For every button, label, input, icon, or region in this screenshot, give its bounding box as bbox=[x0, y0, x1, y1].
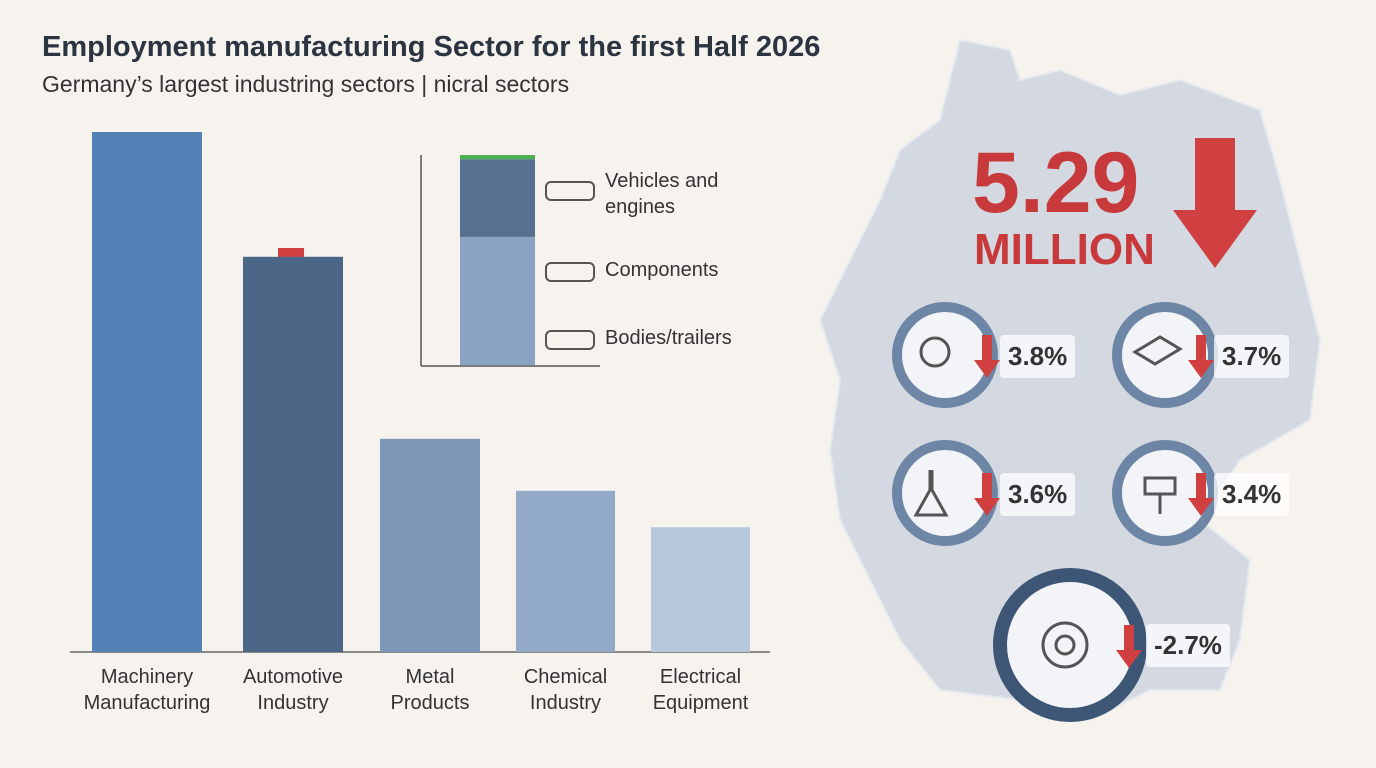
small-arrows bbox=[974, 335, 1214, 668]
ring bbox=[892, 302, 998, 408]
x-tick-label: Chemical Industry bbox=[523, 666, 608, 714]
down-arrow bbox=[1188, 335, 1214, 378]
down-arrow bbox=[974, 473, 1000, 516]
down-arrow bbox=[1173, 138, 1257, 268]
down-arrow bbox=[974, 335, 1000, 378]
x-tick-label: Machinery Manufacturing bbox=[83, 666, 211, 714]
legend-label: Components bbox=[605, 259, 719, 281]
callout-icons bbox=[913, 335, 1183, 669]
roll-icon bbox=[919, 336, 951, 368]
gear-icon bbox=[1041, 621, 1089, 669]
gear-icon bbox=[1054, 634, 1076, 656]
legend-label: Vehicles and engines bbox=[605, 170, 719, 218]
callout-rings bbox=[892, 302, 1218, 722]
x-tick-label: Electrical Equipment bbox=[652, 666, 749, 714]
plug-icon bbox=[1143, 476, 1177, 514]
bar-icon bbox=[1132, 335, 1183, 366]
change-label: 3.6% bbox=[1000, 473, 1076, 516]
chart-subtitle: Germany’s largest industring sectors | n… bbox=[42, 71, 569, 97]
chart-title: Employment manufacturing Sector for the … bbox=[42, 31, 820, 63]
bar bbox=[516, 490, 615, 652]
x-tick-label: Automotive Industry bbox=[242, 666, 344, 714]
down-arrow bbox=[1116, 625, 1142, 668]
legend-swatch bbox=[545, 330, 595, 350]
change-label: 3.8% bbox=[1000, 335, 1076, 378]
bar bbox=[243, 256, 343, 652]
stack-segment bbox=[460, 159, 535, 237]
down-arrow bbox=[1188, 473, 1214, 516]
bar bbox=[651, 527, 750, 652]
change-label: -2.7% bbox=[1146, 624, 1230, 667]
bar bbox=[380, 438, 480, 652]
ring bbox=[892, 440, 998, 546]
change-label: 3.7% bbox=[1214, 335, 1290, 378]
stack-segment bbox=[460, 155, 535, 160]
legend-swatch bbox=[545, 262, 595, 282]
change-label: 3.4% bbox=[1214, 473, 1290, 516]
ring bbox=[993, 568, 1147, 722]
x-tick-label: Metal Products bbox=[390, 666, 470, 714]
stack-segment bbox=[460, 236, 535, 365]
legend-label: Bodies/trailers bbox=[605, 327, 732, 349]
flask-icon bbox=[913, 470, 949, 517]
bar bbox=[92, 132, 202, 652]
headline-unit: MILLION bbox=[974, 225, 1155, 274]
ring bbox=[1112, 302, 1218, 408]
headline-number: 5.29 bbox=[972, 135, 1139, 231]
legend-swatch bbox=[545, 181, 595, 201]
